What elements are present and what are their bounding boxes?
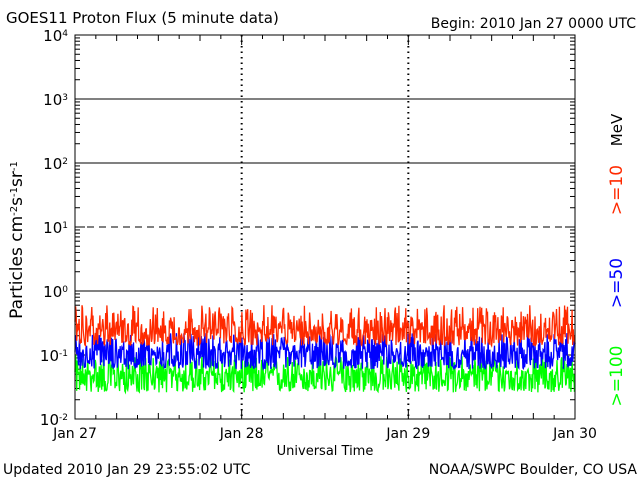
energy-legend: MeV >=10 >=50 >=100 bbox=[607, 113, 627, 406]
plot-frame bbox=[74, 34, 576, 420]
x-tick-label: Jan 30 bbox=[552, 426, 597, 442]
updated-time: Updated 2010 Jan 29 23:55:02 UTC bbox=[3, 462, 251, 478]
legend-entry: >=10 bbox=[607, 165, 627, 215]
x-tick-label: Jan 28 bbox=[219, 426, 264, 442]
unit-label: MeV bbox=[608, 113, 626, 146]
y-tick-label: 102 bbox=[43, 155, 68, 173]
credit-text: NOAA/SWPC Boulder, CO USA bbox=[429, 462, 638, 478]
legend-entry: >=100 bbox=[607, 346, 627, 407]
x-tick-label: Jan 27 bbox=[52, 426, 97, 442]
x-tick-label: Jan 29 bbox=[385, 426, 430, 442]
y-axis-label: Particles cm-2s-1sr-1 bbox=[7, 161, 27, 319]
series-line bbox=[74, 354, 576, 395]
chart-title: GOES11 Proton Flux (5 minute data) bbox=[6, 9, 279, 27]
y-tick-label: 100 bbox=[43, 283, 68, 301]
x-axis-label: Universal Time bbox=[277, 444, 374, 459]
y-tick-labels: 10-2 10-1 100 101 102 103 104 bbox=[40, 27, 68, 429]
series-line bbox=[74, 305, 576, 348]
x-tick-labels: Jan 27 Jan 28 Jan 29 Jan 30 bbox=[52, 426, 597, 442]
y-tick-label: 10-1 bbox=[40, 347, 68, 365]
begin-time: Begin: 2010 Jan 27 0000 UTC bbox=[431, 16, 636, 32]
y-tick-label: 10-2 bbox=[40, 411, 68, 429]
y-tick-label: 101 bbox=[43, 219, 68, 237]
series-line bbox=[74, 333, 576, 372]
y-tick-label: 103 bbox=[43, 91, 68, 109]
legend-entry: >=50 bbox=[607, 258, 627, 308]
plot-area bbox=[74, 34, 576, 420]
y-tick-label: 104 bbox=[43, 27, 68, 45]
